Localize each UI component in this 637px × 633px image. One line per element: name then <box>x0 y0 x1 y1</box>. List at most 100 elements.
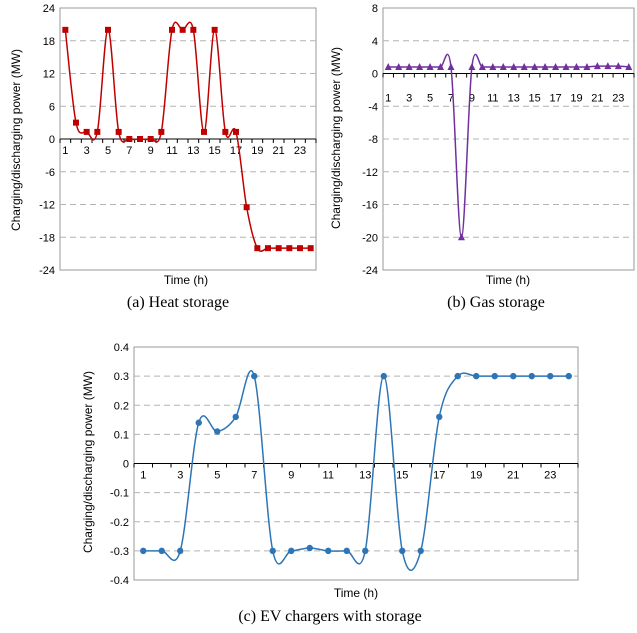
chart-ev-chargers: 0.40.30.20.10-0.1-0.2-0.3-0.41 3 5 7 9 11 13 15… <box>81 342 579 625</box>
data-point <box>520 62 528 70</box>
data-point <box>94 128 101 135</box>
x-tick-label: 11 <box>166 145 177 157</box>
data-point <box>384 62 392 70</box>
x-tick-label: 1 <box>62 145 68 157</box>
x-tick-label: 13 <box>359 470 371 482</box>
y-tick-label: 4 <box>372 36 378 48</box>
data-point <box>325 547 332 555</box>
data-point <box>179 26 186 33</box>
y-tick-label: 0.3 <box>114 371 129 383</box>
data-point <box>233 128 239 135</box>
y-tick-label: -24 <box>39 265 55 277</box>
data-point <box>565 372 572 380</box>
data-point <box>604 62 612 70</box>
data-point <box>297 245 303 252</box>
y-tick-label: -12 <box>362 167 378 179</box>
data-point <box>528 372 535 380</box>
x-tick-label: 23 <box>544 470 556 482</box>
data-point <box>625 62 633 70</box>
y-tick-label: 12 <box>43 69 55 81</box>
data-point <box>478 62 486 70</box>
data-point <box>251 372 258 380</box>
data-point <box>83 128 90 135</box>
x-tick-label: 9 <box>288 470 294 482</box>
chart-c-ylabel: Charging/discharging power (MW) <box>81 371 95 553</box>
x-tick-label: 9 <box>469 93 475 105</box>
y-tick-label: -16 <box>362 200 378 212</box>
x-tick-label: 9 <box>148 145 154 157</box>
y-tick-label: -0.2 <box>110 517 129 529</box>
data-point <box>254 245 261 252</box>
chart-b-ylabel: Charging/discharging power (MW) <box>329 47 343 229</box>
series-line <box>64 21 311 252</box>
data-point <box>572 62 580 70</box>
data-point <box>286 245 293 252</box>
data-point <box>541 62 549 70</box>
x-tick-label: 1 <box>140 470 146 482</box>
y-tick-label: -0.1 <box>110 488 129 500</box>
x-tick-label: 13 <box>508 93 520 105</box>
x-tick-label: 5 <box>105 145 111 157</box>
data-point <box>510 62 518 70</box>
y-tick-label: -6 <box>45 167 55 179</box>
x-tick-label: 15 <box>529 93 541 105</box>
data-point <box>214 428 221 435</box>
data-point <box>243 204 250 211</box>
chart-c-caption: (c) EV chargers with storage <box>238 608 421 625</box>
x-tick-label: 23 <box>612 93 624 105</box>
x-tick-label: 21 <box>591 93 603 105</box>
x-tick-label: 3 <box>406 93 412 105</box>
x-tick-label: 19 <box>570 93 582 105</box>
y-tick-label: 18 <box>43 36 55 48</box>
chart-c-plot: 0.40.30.20.10-0.1-0.2-0.3-0.41 3 5 7 9 11 13 15… <box>110 342 579 587</box>
chart-a-ylabel: Charging/discharging power (MW) <box>9 49 23 231</box>
x-tick-label: 13 <box>187 145 199 157</box>
data-point <box>307 245 314 252</box>
x-tick-label: 23 <box>294 145 306 157</box>
y-tick-label: -18 <box>39 232 55 244</box>
data-point <box>447 62 455 70</box>
chart-c-xlabel: Time (h) <box>334 586 378 600</box>
data-point <box>614 62 622 70</box>
data-point <box>140 547 147 555</box>
data-point <box>62 26 69 33</box>
y-tick-label: -24 <box>362 265 378 277</box>
data-point <box>362 547 369 555</box>
data-point <box>190 26 197 33</box>
data-point <box>275 245 282 252</box>
x-tick-label: 5 <box>214 470 220 482</box>
data-point <box>232 413 239 421</box>
data-point <box>405 62 413 70</box>
y-tick-label: -20 <box>362 232 378 244</box>
data-point <box>395 62 403 70</box>
y-tick-label: -4 <box>368 101 378 113</box>
x-tick-label: 17 <box>433 470 445 482</box>
y-tick-label: 0.4 <box>114 342 129 354</box>
data-point <box>489 62 497 70</box>
y-tick-label: -0.3 <box>110 546 129 558</box>
data-point <box>169 26 175 33</box>
y-tick-label: 0.2 <box>114 400 129 412</box>
data-point <box>499 62 507 70</box>
y-tick-label: -0.4 <box>110 575 129 587</box>
data-point <box>126 136 133 142</box>
data-point <box>436 413 443 421</box>
data-point <box>426 62 434 70</box>
y-tick-label: 0 <box>372 69 378 81</box>
data-point <box>473 372 480 380</box>
y-tick-label: 6 <box>49 101 55 113</box>
data-point <box>510 372 517 380</box>
x-tick-label: 11 <box>323 470 334 482</box>
data-point <box>562 62 570 70</box>
data-point <box>147 136 154 142</box>
series-line <box>388 53 629 239</box>
x-tick-label: 19 <box>470 470 482 482</box>
data-point <box>399 547 406 555</box>
x-tick-label: 15 <box>209 145 221 157</box>
data-point <box>177 547 184 555</box>
data-point <box>269 547 276 555</box>
x-tick-label: 11 <box>487 93 498 105</box>
